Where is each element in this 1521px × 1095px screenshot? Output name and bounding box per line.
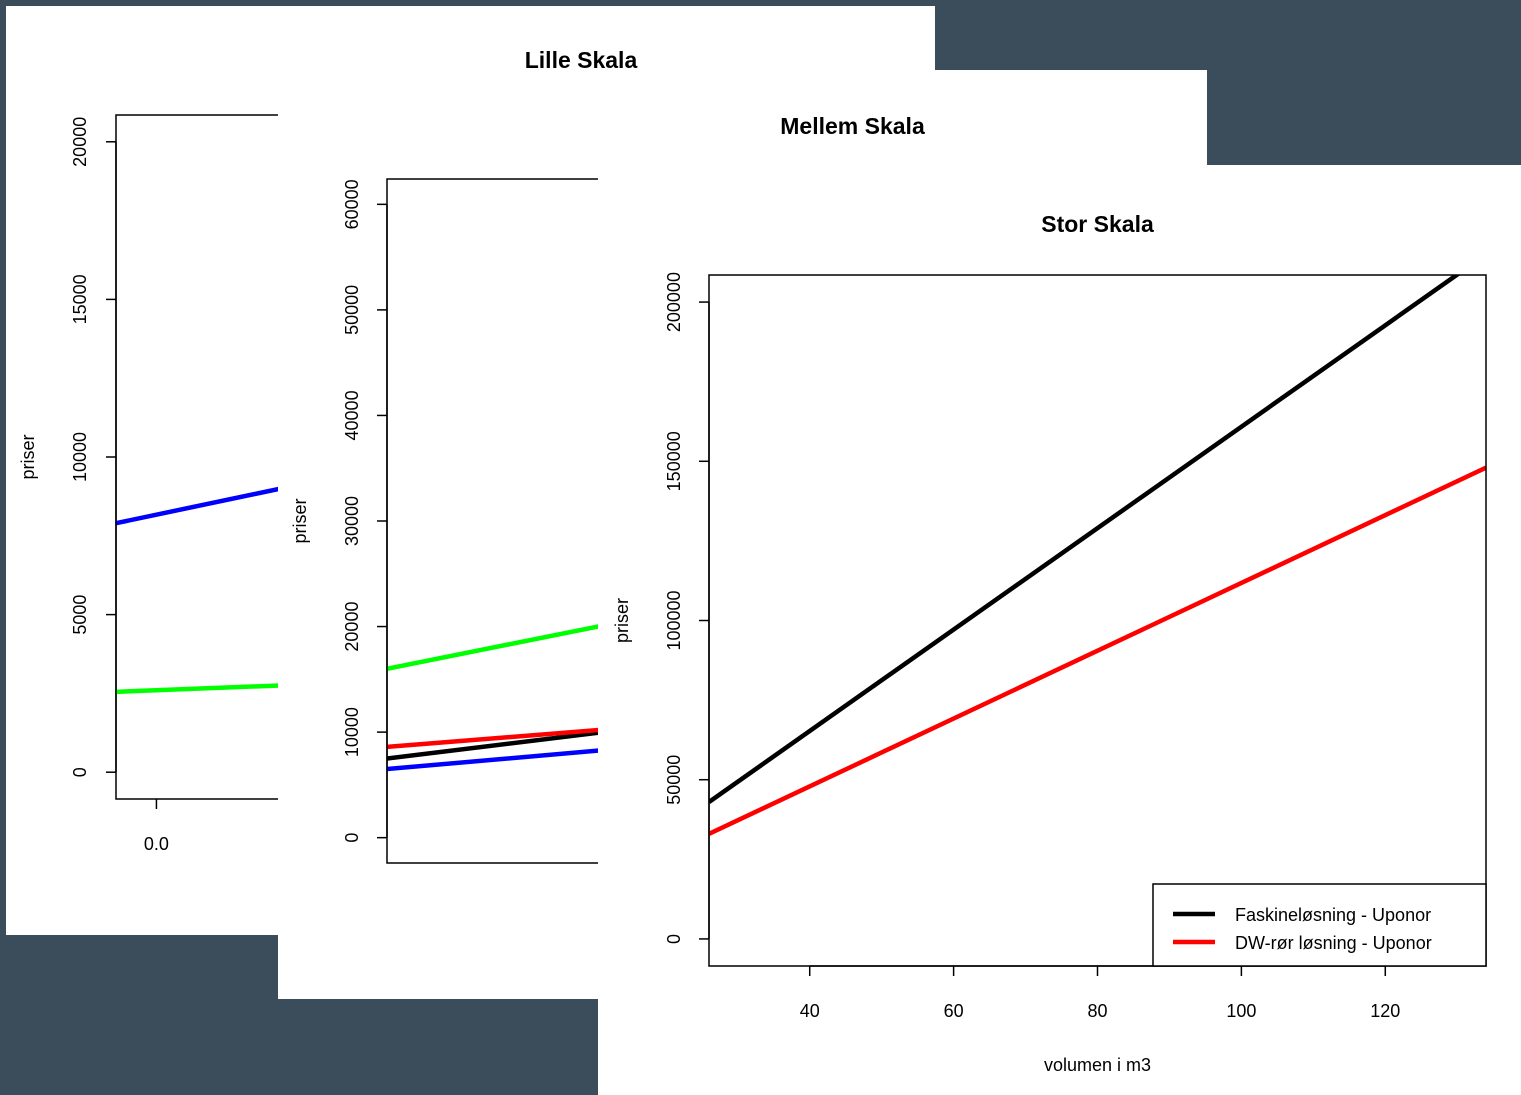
y-tick-label: 10000 bbox=[342, 707, 362, 757]
y-tick-label: 20000 bbox=[70, 117, 90, 167]
y-tick-label: 15000 bbox=[70, 274, 90, 324]
chart-title: Stor Skala bbox=[1041, 211, 1154, 237]
y-tick-label: 0 bbox=[70, 767, 90, 777]
y-axis-label: priser bbox=[612, 598, 632, 643]
x-tick-label: 100 bbox=[1226, 1001, 1256, 1021]
chart-stor-skala: Stor Skala priser volumen i m3 0 50000 100000… bbox=[612, 211, 1487, 1075]
chart-title: Mellem Skala bbox=[780, 113, 925, 139]
x-tick-label: 60 bbox=[944, 1001, 964, 1021]
y-axis-label: priser bbox=[18, 434, 38, 479]
y-tick-label: 50000 bbox=[342, 285, 362, 335]
series-line-2 bbox=[709, 465, 1486, 836]
y-tick-label: 60000 bbox=[342, 179, 362, 229]
y-tick-label: 5000 bbox=[70, 595, 90, 635]
y-tick-label: 10000 bbox=[70, 432, 90, 482]
y-tick-label: 40000 bbox=[342, 390, 362, 440]
x-tick-label: 40 bbox=[800, 1001, 820, 1021]
chart-panel-stor: Stor Skala priser volumen i m3 0 50000 100000… bbox=[598, 165, 1521, 1095]
y-tick-label: 50000 bbox=[664, 755, 684, 805]
y-axis-label: priser bbox=[290, 498, 310, 543]
y-tick-label: 100000 bbox=[664, 590, 684, 650]
y-tick-label: 0 bbox=[342, 833, 362, 843]
y-tick-label: 200000 bbox=[664, 272, 684, 332]
y-tick-label: 0 bbox=[664, 934, 684, 944]
chart-title: Lille Skala bbox=[525, 47, 638, 73]
x-tick-label: 0.0 bbox=[144, 834, 169, 854]
series-line-1 bbox=[709, 275, 1461, 804]
legend-label-2: DW-rør løsning - Uponor bbox=[1235, 933, 1432, 953]
plot-frame bbox=[708, 274, 1487, 967]
x-tick-label: 80 bbox=[1087, 1001, 1107, 1021]
x-tick-label: 120 bbox=[1370, 1001, 1400, 1021]
y-tick-label: 20000 bbox=[342, 602, 362, 652]
y-tick-label: 30000 bbox=[342, 496, 362, 546]
y-tick-label: 150000 bbox=[664, 431, 684, 491]
legend-label-1: Faskineløsning - Uponor bbox=[1235, 905, 1431, 925]
x-axis-label: volumen i m3 bbox=[1044, 1055, 1151, 1075]
legend-box bbox=[1152, 883, 1487, 967]
